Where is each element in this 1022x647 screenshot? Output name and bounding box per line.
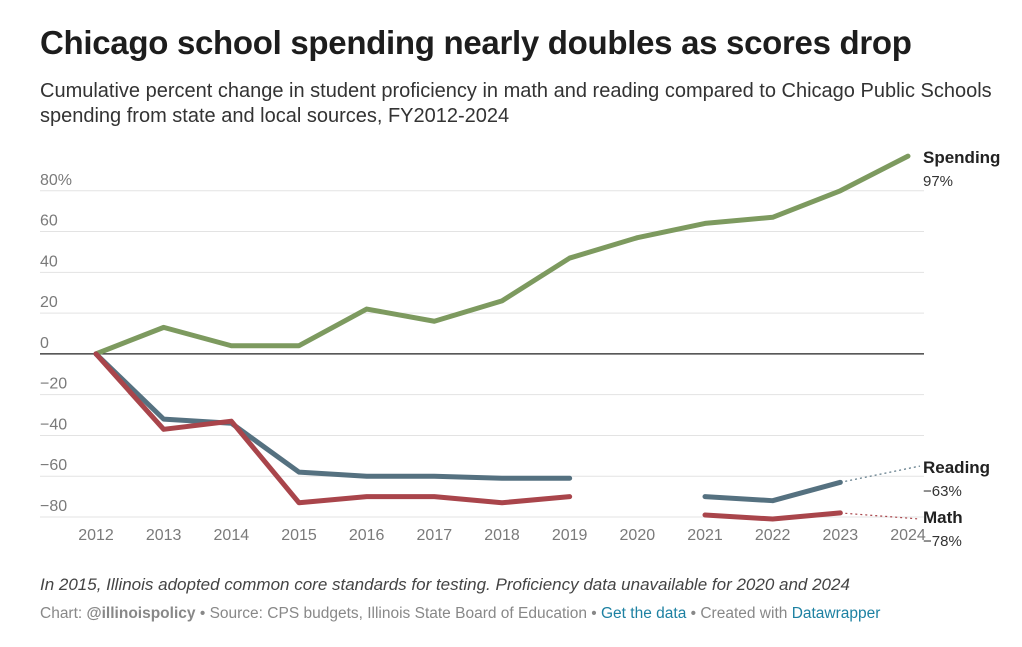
reading-series-line — [702, 479, 843, 504]
math-projection-line — [840, 512, 921, 520]
y-tick-label: 60 — [40, 213, 58, 230]
y-tick-label: −20 — [40, 376, 67, 393]
footer-separator: • — [195, 605, 210, 622]
x-tick-label: 2019 — [552, 527, 588, 544]
x-tick-label: 2024 — [890, 527, 926, 544]
x-tick-label: 2014 — [214, 527, 250, 544]
x-tick-label: 2022 — [755, 527, 791, 544]
chart-subtitle: Cumulative percent change in student pro… — [40, 80, 992, 127]
get-the-data-link[interactable]: Get the data — [601, 605, 687, 622]
y-tick-label: 0 — [40, 335, 49, 352]
x-tick-label: 2018 — [484, 527, 520, 544]
math-end-value: −78% — [923, 533, 962, 550]
y-tick-label: 20 — [40, 294, 58, 311]
footer-separator: • — [586, 605, 601, 622]
spending-series-line — [93, 153, 911, 357]
y-tick-label: −60 — [40, 457, 67, 474]
x-tick-label: 2015 — [281, 527, 317, 544]
x-tick-label: 2023 — [823, 527, 859, 544]
y-tick-label: 40 — [40, 253, 58, 270]
footer-chart-credit[interactable]: @illinoispolicy — [86, 605, 196, 622]
y-tick-label: −80 — [40, 498, 67, 515]
spending-series-label: Spending — [923, 148, 1000, 167]
footer-source: Source: CPS budgets, Illinois State Boar… — [209, 605, 587, 622]
chart-title: Chicago school spending nearly doubles a… — [40, 24, 912, 61]
chart-note: In 2015, Illinois adopted common core st… — [40, 575, 850, 594]
x-tick-label: 2013 — [146, 527, 182, 544]
x-tick-label: 2016 — [349, 527, 385, 544]
y-tick-label: −40 — [40, 416, 67, 433]
math-series-label: Math — [923, 508, 963, 527]
footer-created-with: Created with — [700, 605, 792, 622]
footer-separator: • — [686, 605, 701, 622]
footer-chart-prefix: Chart: — [40, 605, 87, 622]
math-series-line — [93, 351, 573, 506]
math-series-line — [702, 510, 843, 522]
x-tick-label: 2012 — [78, 527, 114, 544]
x-tick-label: 2017 — [417, 527, 453, 544]
chart-footer: Chart: @illinoispolicy • Source: CPS bud… — [40, 605, 880, 623]
x-tick-label: 2020 — [620, 527, 656, 544]
y-tick-label: 80% — [40, 172, 72, 189]
x-tick-label: 2021 — [687, 527, 723, 544]
datawrapper-link[interactable]: Datawrapper — [791, 605, 881, 622]
reading-end-value: −63% — [923, 483, 962, 500]
reading-series-line — [93, 351, 573, 481]
spending-end-value: 97% — [923, 173, 953, 190]
reading-series-label: Reading — [923, 458, 990, 477]
reading-projection-line — [840, 465, 921, 483]
